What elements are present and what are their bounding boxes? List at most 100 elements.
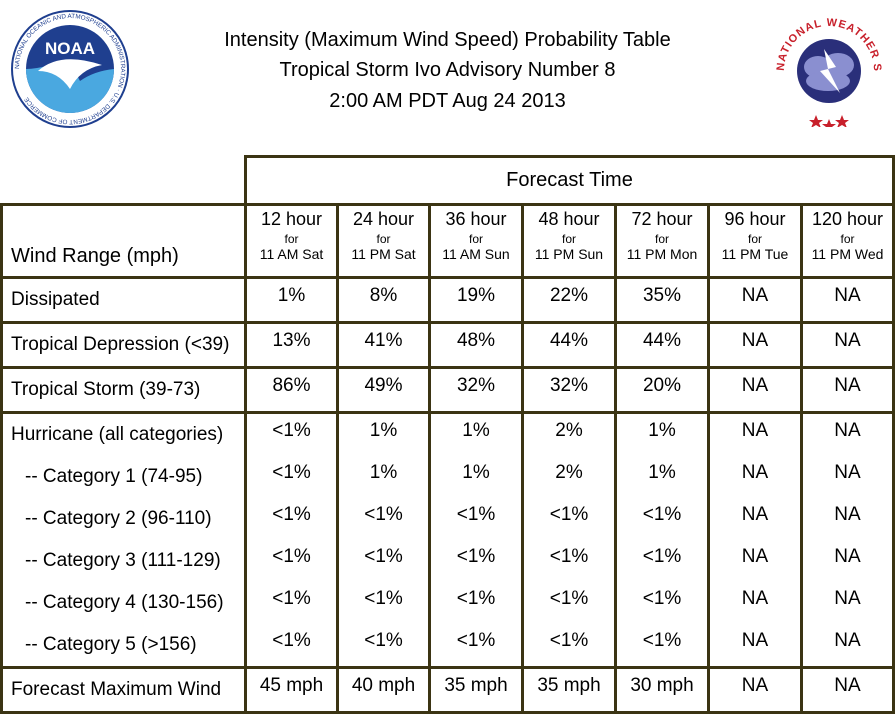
table-cell: NA: [707, 321, 803, 369]
table-cell: 1%: [336, 456, 431, 498]
table-cell: NA: [800, 276, 895, 324]
table-cell: <1%: [244, 411, 339, 456]
table-cell: 1%: [614, 411, 710, 456]
column-header: 12 hour for 11 AM Sat: [244, 203, 339, 279]
table-cell: 44%: [614, 321, 710, 369]
table-cell: NA: [800, 321, 895, 369]
row-label: Hurricane (all categories): [0, 411, 247, 456]
max-wind-row: Forecast Maximum Wind 45 mph 40 mph 35 mph 3…: [0, 666, 895, 714]
table-cell: NA: [800, 540, 895, 582]
table-cell: 1%: [336, 411, 431, 456]
table-row: -- Category 5 (>156) <1% <1% <1% <1% <1% NA NA: [0, 624, 895, 669]
table-cell: <1%: [521, 582, 617, 624]
forecast-time-header: Forecast Time: [244, 155, 895, 206]
table-row: Tropical Storm (39-73) 86% 49% 32% 32% 20% NA N…: [0, 366, 895, 414]
table-cell: <1%: [244, 624, 339, 669]
table-cell: 32%: [428, 366, 524, 414]
row-label: -- Category 4 (130-156): [0, 582, 247, 624]
table-cell: <1%: [614, 624, 710, 669]
page-subtitle: Tropical Storm Ivo Advisory Number 8: [279, 59, 616, 81]
table-cell: <1%: [244, 540, 339, 582]
column-date: 11 AM Sun: [442, 246, 510, 262]
column-for: for: [376, 232, 391, 246]
noaa-logo-text: NOAA: [45, 39, 95, 58]
max-wind-cell: 35 mph: [428, 666, 524, 714]
row-label: Dissipated: [0, 276, 247, 324]
max-wind-cell: 40 mph: [336, 666, 431, 714]
table-cell: <1%: [336, 624, 431, 669]
max-wind-label: Forecast Maximum Wind: [0, 666, 247, 714]
table-cell: NA: [800, 582, 895, 624]
column-hour: 36 hour: [445, 209, 507, 229]
table-row: -- Category 2 (96-110) <1% <1% <1% <1% <1% NA N…: [0, 498, 895, 540]
max-wind-cell: NA: [707, 666, 803, 714]
table-cell: <1%: [614, 498, 710, 540]
column-header: 48 hour for 11 PM Sun: [521, 203, 617, 279]
column-header: 96 hour for 11 PM Tue: [707, 203, 803, 279]
table-cell: <1%: [244, 582, 339, 624]
column-header: 24 hour for 11 PM Sat: [336, 203, 431, 279]
corner-blank: [2, 157, 246, 205]
table-cell: <1%: [428, 540, 524, 582]
row-label: -- Category 2 (96-110): [0, 498, 247, 540]
table-cell: NA: [800, 411, 895, 456]
table-row: Hurricane (all categories) <1% 1% 1% 2% 1% NA N…: [0, 411, 895, 456]
table-cell: <1%: [336, 540, 431, 582]
column-for: for: [654, 232, 669, 246]
column-for: for: [747, 232, 762, 246]
table-row: -- Category 3 (111-129) <1% <1% <1% <1% <1% NA…: [0, 540, 895, 582]
table-cell: NA: [707, 498, 803, 540]
column-hour: 96 hour: [724, 209, 786, 229]
column-header: 120 hour for 11 PM Wed: [800, 203, 895, 279]
table-cell: NA: [707, 366, 803, 414]
table-cell: NA: [707, 624, 803, 669]
noaa-logo: NOAA NATIONAL OCEANIC AND ATMOSPHERIC AD…: [11, 10, 129, 128]
max-wind-cell: 35 mph: [521, 666, 617, 714]
column-header: 36 hour for 11 AM Sun: [428, 203, 524, 279]
table-cell: <1%: [614, 540, 710, 582]
table-cell: 20%: [614, 366, 710, 414]
table-cell: <1%: [336, 582, 431, 624]
table-cell: <1%: [428, 624, 524, 669]
probability-table: Forecast Time Wind Range (mph) 12 hour fo…: [0, 155, 895, 714]
table-row: -- Category 4 (130-156) <1% <1% <1% <1% <1% NA…: [0, 582, 895, 624]
table-cell: NA: [800, 456, 895, 498]
table-cell: NA: [707, 411, 803, 456]
table-cell: <1%: [336, 498, 431, 540]
column-date: 11 AM Sat: [259, 246, 324, 262]
table-cell: 86%: [244, 366, 339, 414]
table-cell: NA: [707, 582, 803, 624]
table-cell: 19%: [428, 276, 524, 324]
table-cell: <1%: [244, 456, 339, 498]
table-cell: NA: [707, 540, 803, 582]
table-cell: NA: [800, 366, 895, 414]
table-cell: NA: [800, 498, 895, 540]
column-hour: 72 hour: [631, 209, 693, 229]
column-date: 11 PM Sat: [351, 246, 416, 262]
row-label: -- Category 5 (>156): [0, 624, 247, 669]
table-cell: <1%: [428, 498, 524, 540]
nws-logo: NATIONAL WEATHER SERVICE: [770, 9, 886, 127]
table-cell: 1%: [614, 456, 710, 498]
table-cell: 49%: [336, 366, 431, 414]
column-date: 11 PM Mon: [626, 246, 698, 262]
table-cell: <1%: [614, 582, 710, 624]
max-wind-cell: NA: [800, 666, 895, 714]
column-hour: 12 hour: [260, 209, 323, 229]
column-for: for: [561, 232, 576, 246]
table-cell: NA: [707, 456, 803, 498]
table-cell: 48%: [428, 321, 524, 369]
max-wind-cell: 45 mph: [244, 666, 339, 714]
table-cell: <1%: [244, 498, 339, 540]
table-cell: 2%: [521, 456, 617, 498]
table-cell: 1%: [428, 411, 524, 456]
table-cell: <1%: [521, 498, 617, 540]
row-label: Tropical Storm (39-73): [0, 366, 247, 414]
table-cell: 1%: [428, 456, 524, 498]
column-date: 11 PM Tue: [721, 246, 789, 262]
wind-range-header: Wind Range (mph): [0, 203, 247, 279]
row-label: Tropical Depression (<39): [0, 321, 247, 369]
table-cell: <1%: [521, 540, 617, 582]
table-cell: 22%: [521, 276, 617, 324]
table-cell: <1%: [428, 582, 524, 624]
